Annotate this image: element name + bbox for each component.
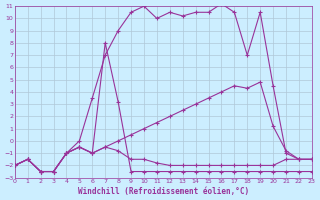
X-axis label: Windchill (Refroidissement éolien,°C): Windchill (Refroidissement éolien,°C)	[78, 187, 249, 196]
